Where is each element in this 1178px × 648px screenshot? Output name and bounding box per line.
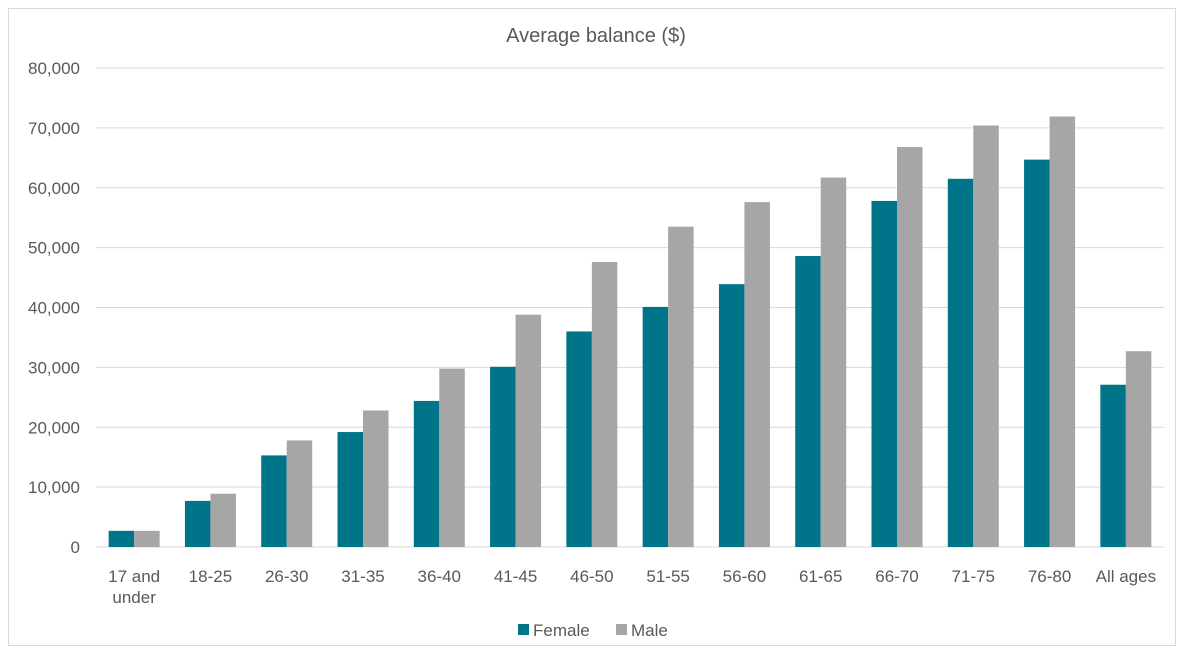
x-tick-label: 36-40 bbox=[418, 567, 461, 586]
y-tick-label: 50,000 bbox=[28, 239, 80, 258]
x-tick-label: 18-25 bbox=[189, 567, 232, 586]
bar-female bbox=[1100, 384, 1126, 547]
gridlines bbox=[96, 67, 1164, 548]
x-tick-label: 46-50 bbox=[570, 567, 613, 586]
x-tick-label: 56-60 bbox=[723, 567, 766, 586]
x-tick-label: 66-70 bbox=[875, 567, 918, 586]
chart-title: Average balance ($) bbox=[506, 25, 686, 47]
y-axis-ticks: 0 10,000 20,000 30,000 40,000 50,000 60,000 70,… bbox=[28, 59, 80, 557]
bar-male bbox=[286, 440, 313, 547]
x-axis-ticks: 17 and under 18-25 26-30 31-35 36-40 41-45 46-5… bbox=[108, 567, 1156, 607]
bar-female bbox=[566, 331, 592, 547]
bar-female bbox=[795, 256, 821, 547]
y-tick-label: 20,000 bbox=[28, 418, 80, 437]
x-tick-label: under bbox=[112, 588, 156, 607]
y-tick-label: 60,000 bbox=[28, 179, 80, 198]
legend-label-male: Male bbox=[631, 621, 668, 640]
x-tick-label: 17 and bbox=[108, 567, 160, 586]
bar-female bbox=[642, 306, 669, 547]
x-tick-label: 51-55 bbox=[646, 567, 689, 586]
bar-male bbox=[1049, 116, 1076, 547]
y-tick-label: 80,000 bbox=[28, 59, 80, 78]
bar-male bbox=[439, 368, 465, 547]
bar-male bbox=[973, 125, 999, 547]
bar-female bbox=[261, 455, 287, 547]
x-tick-label: 41-45 bbox=[494, 567, 537, 586]
bar-female bbox=[413, 400, 440, 547]
bar-male bbox=[744, 202, 770, 547]
bar-female bbox=[490, 366, 516, 547]
y-tick-label: 10,000 bbox=[28, 478, 80, 497]
x-tick-label: All ages bbox=[1096, 567, 1156, 586]
x-tick-label: 26-30 bbox=[265, 567, 308, 586]
bar-female bbox=[337, 432, 363, 547]
bar-female bbox=[1024, 159, 1050, 547]
x-tick-label: 31-35 bbox=[341, 567, 384, 586]
y-tick-label: 30,000 bbox=[28, 358, 80, 377]
bar-male bbox=[591, 261, 618, 547]
bar-male bbox=[134, 530, 160, 547]
bar-male bbox=[1125, 351, 1152, 547]
bar-female bbox=[108, 530, 135, 547]
x-tick-label: 61-65 bbox=[799, 567, 842, 586]
legend-swatch-female bbox=[518, 624, 529, 635]
bar-female bbox=[871, 200, 897, 548]
bar-male bbox=[668, 226, 694, 547]
legend: Female Male bbox=[518, 621, 668, 640]
y-tick-label: 70,000 bbox=[28, 119, 80, 138]
bar-male bbox=[820, 177, 847, 548]
y-tick-label: 40,000 bbox=[28, 299, 80, 318]
legend-swatch-male bbox=[616, 624, 627, 635]
bar-male bbox=[210, 493, 236, 547]
bar-male bbox=[363, 410, 389, 547]
bar-female bbox=[184, 500, 211, 547]
bar-female bbox=[718, 284, 745, 547]
bar-male bbox=[897, 147, 923, 547]
x-tick-label: 71-75 bbox=[952, 567, 995, 586]
bar-male bbox=[515, 314, 542, 547]
legend-label-female: Female bbox=[533, 621, 590, 640]
x-tick-label: 76-80 bbox=[1028, 567, 1071, 586]
bars bbox=[108, 116, 1152, 548]
y-tick-label: 0 bbox=[71, 538, 80, 557]
bar-female bbox=[947, 178, 974, 548]
